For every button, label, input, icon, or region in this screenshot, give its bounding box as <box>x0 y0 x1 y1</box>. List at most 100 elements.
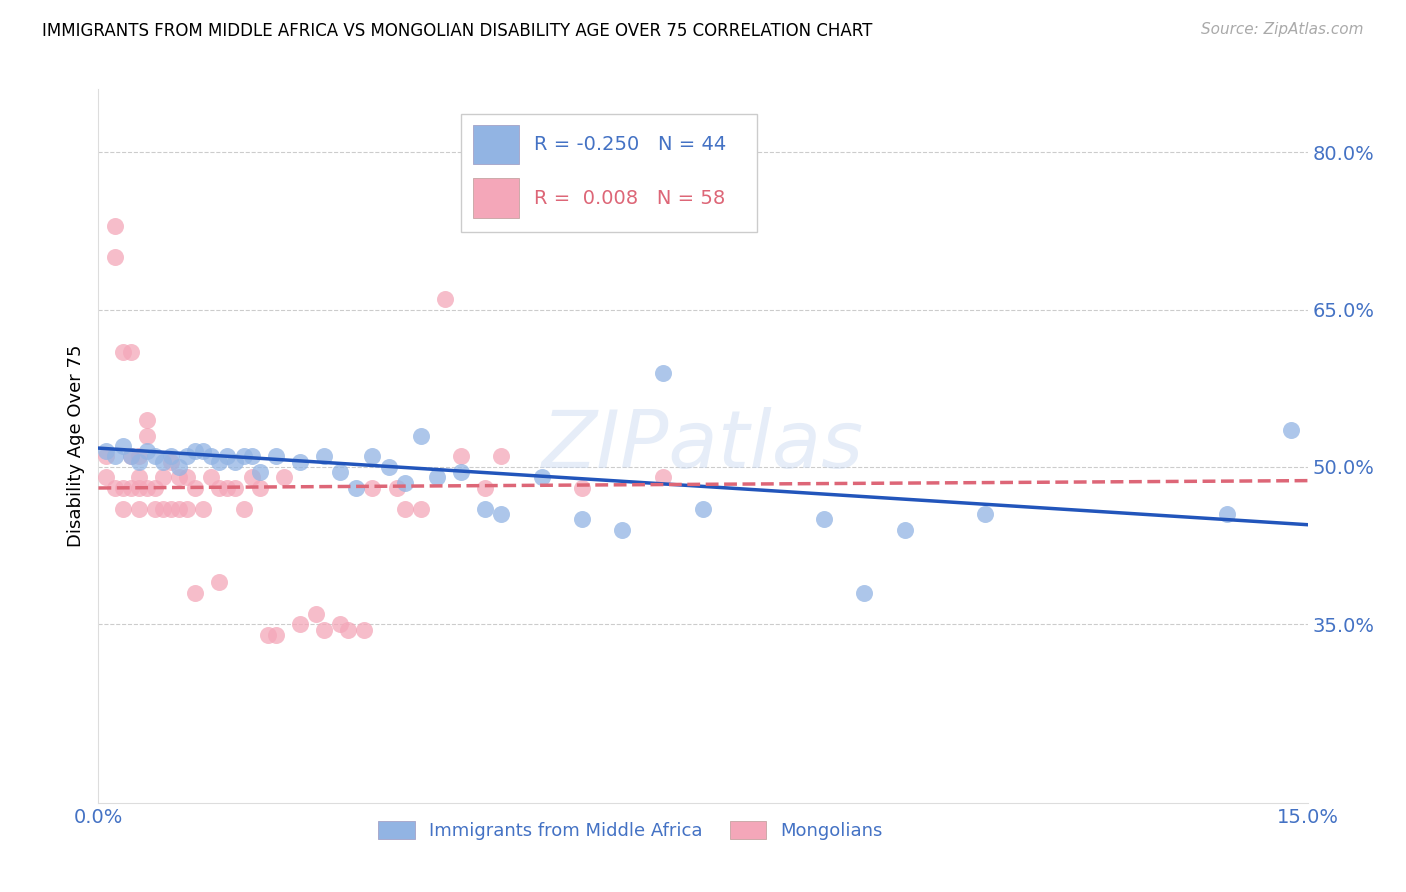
Point <box>612 523 634 537</box>
Text: R =  0.008   N = 58: R = 0.008 N = 58 <box>534 189 725 208</box>
Point <box>974 507 997 521</box>
Point <box>571 512 593 526</box>
Point <box>385 481 408 495</box>
Point <box>128 470 150 484</box>
Text: ZIPatlas: ZIPatlas <box>541 407 865 485</box>
Point <box>152 502 174 516</box>
Point <box>184 586 207 600</box>
Point <box>1281 423 1303 437</box>
Point <box>135 444 157 458</box>
Text: IMMIGRANTS FROM MIDDLE AFRICA VS MONGOLIAN DISABILITY AGE OVER 75 CORRELATION CH: IMMIGRANTS FROM MIDDLE AFRICA VS MONGOLI… <box>42 22 873 40</box>
Point <box>651 366 673 380</box>
Point <box>249 481 271 495</box>
Point <box>208 481 231 495</box>
Point <box>193 502 215 516</box>
Point <box>103 250 125 264</box>
Point <box>167 502 190 516</box>
Point <box>450 465 472 479</box>
Point <box>394 502 416 516</box>
Point <box>103 481 125 495</box>
Point <box>128 455 150 469</box>
Point <box>893 523 915 537</box>
Point <box>651 470 673 484</box>
Point <box>394 475 416 490</box>
Point <box>200 470 222 484</box>
Y-axis label: Disability Age Over 75: Disability Age Over 75 <box>66 344 84 548</box>
Point <box>692 502 714 516</box>
Point <box>232 450 254 464</box>
Point <box>111 481 134 495</box>
Point <box>184 481 207 495</box>
Point <box>361 450 384 464</box>
Point <box>152 470 174 484</box>
Point <box>111 439 134 453</box>
Point <box>337 623 360 637</box>
Point <box>160 502 183 516</box>
Point <box>217 481 239 495</box>
Point <box>474 481 496 495</box>
Point <box>120 450 142 464</box>
Point <box>184 444 207 458</box>
Point <box>329 617 352 632</box>
Point <box>314 450 336 464</box>
Text: Source: ZipAtlas.com: Source: ZipAtlas.com <box>1201 22 1364 37</box>
Point <box>120 481 142 495</box>
Point <box>240 450 263 464</box>
Point <box>232 502 254 516</box>
Point <box>217 450 239 464</box>
Legend: Immigrants from Middle Africa, Mongolians: Immigrants from Middle Africa, Mongolian… <box>371 814 890 847</box>
Point <box>135 413 157 427</box>
Point <box>344 481 367 495</box>
Point <box>111 502 134 516</box>
Point <box>193 444 215 458</box>
Point <box>264 628 287 642</box>
Point <box>305 607 328 621</box>
Point <box>224 481 246 495</box>
Point <box>273 470 295 484</box>
Point <box>530 470 553 484</box>
Point <box>96 470 118 484</box>
Point <box>160 455 183 469</box>
Point <box>176 470 198 484</box>
Point <box>224 455 246 469</box>
Point <box>409 428 432 442</box>
Point <box>135 428 157 442</box>
Point <box>474 502 496 516</box>
Point <box>143 450 166 464</box>
Point <box>167 470 190 484</box>
Point <box>571 481 593 495</box>
Point <box>111 344 134 359</box>
Point <box>120 344 142 359</box>
Point <box>409 502 432 516</box>
Point <box>103 450 125 464</box>
Point <box>143 481 166 495</box>
Point <box>256 628 278 642</box>
Point <box>353 623 375 637</box>
FancyBboxPatch shape <box>461 114 758 232</box>
Point <box>329 465 352 479</box>
Point <box>853 586 876 600</box>
Point <box>128 481 150 495</box>
Point <box>434 292 457 306</box>
Point <box>426 470 449 484</box>
Point <box>143 502 166 516</box>
Point <box>128 502 150 516</box>
Point <box>288 455 311 469</box>
Point <box>96 450 118 464</box>
Point <box>1216 507 1239 521</box>
Point <box>128 450 150 464</box>
Point <box>491 507 513 521</box>
Point <box>176 502 198 516</box>
Point <box>96 444 118 458</box>
Point <box>208 575 231 590</box>
Point <box>361 481 384 495</box>
Point <box>120 450 142 464</box>
Point <box>167 460 190 475</box>
FancyBboxPatch shape <box>474 178 519 218</box>
Point <box>264 450 287 464</box>
Point <box>152 455 174 469</box>
Point <box>314 623 336 637</box>
FancyBboxPatch shape <box>474 125 519 164</box>
Point <box>813 512 835 526</box>
Point <box>491 450 513 464</box>
